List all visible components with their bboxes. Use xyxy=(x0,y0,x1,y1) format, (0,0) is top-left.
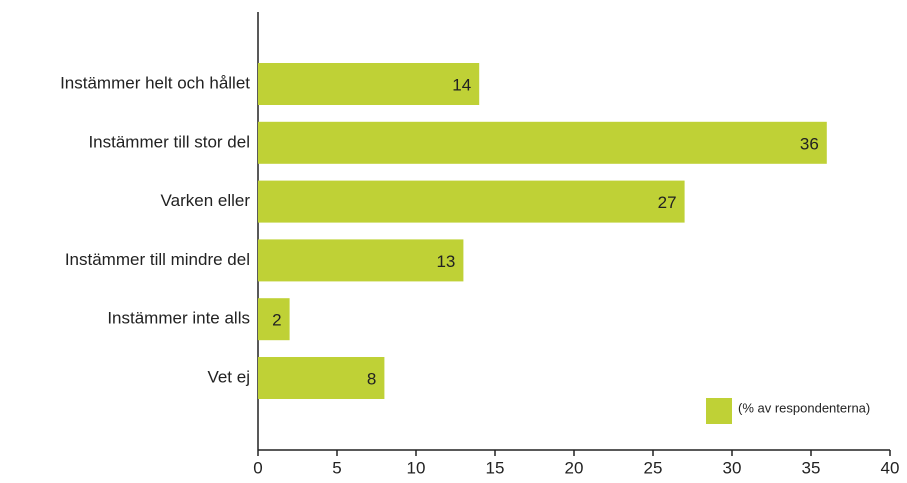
x-tick-label: 30 xyxy=(723,458,742,477)
value-label: 8 xyxy=(367,369,376,388)
value-label: 14 xyxy=(452,75,471,94)
bar xyxy=(258,180,685,223)
y-tick-label: Instämmer till mindre del xyxy=(65,250,250,269)
legend-label: (% av respondenterna) xyxy=(738,400,870,415)
x-tick-label: 5 xyxy=(332,458,341,477)
x-tick-label: 35 xyxy=(802,458,821,477)
bar xyxy=(258,298,290,341)
y-tick-label: Instämmer helt och hållet xyxy=(60,73,250,92)
y-tick-label: Instämmer till stor del xyxy=(88,132,250,151)
y-tick-label: Instämmer inte alls xyxy=(107,309,250,328)
value-label: 13 xyxy=(436,252,455,271)
x-tick-label: 20 xyxy=(565,458,584,477)
x-tick-label: 25 xyxy=(644,458,663,477)
bar xyxy=(258,357,385,399)
value-label: 36 xyxy=(800,134,819,153)
x-tick-label: 10 xyxy=(407,458,426,477)
bar xyxy=(258,239,464,282)
value-label: 2 xyxy=(272,311,281,330)
y-tick-label: Vet ej xyxy=(207,367,250,386)
bar xyxy=(258,121,827,164)
legend-swatch xyxy=(706,398,732,424)
y-tick-label: Varken eller xyxy=(161,191,251,210)
bar xyxy=(258,63,480,105)
x-tick-label: 0 xyxy=(253,458,262,477)
x-tick-label: 40 xyxy=(881,458,900,477)
value-label: 27 xyxy=(658,193,677,212)
x-tick-label: 15 xyxy=(486,458,505,477)
